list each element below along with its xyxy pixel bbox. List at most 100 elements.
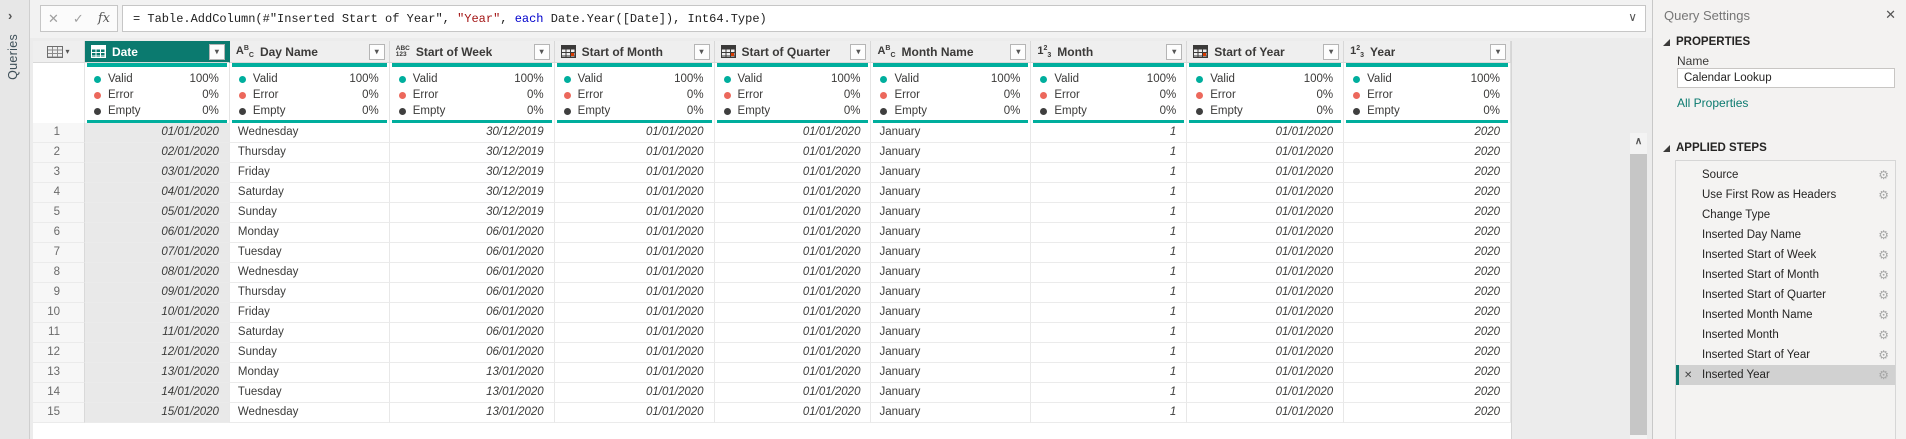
applied-step-inserted-start-of-quarter[interactable]: Inserted Start of Quarter ⚙ bbox=[1676, 285, 1895, 305]
cell-start-of-year[interactable]: 01/01/2020 bbox=[1187, 383, 1345, 403]
cell-month[interactable]: 1 bbox=[1031, 403, 1188, 423]
cell-date[interactable]: 10/01/2020 bbox=[85, 303, 230, 323]
cell-start-of-year[interactable]: 01/01/2020 bbox=[1187, 363, 1345, 383]
row-number[interactable]: 1 bbox=[33, 123, 85, 143]
cell-month[interactable]: 1 bbox=[1031, 163, 1188, 183]
cell-year[interactable]: 2020 bbox=[1344, 123, 1511, 143]
cell-start-of-quarter[interactable]: 01/01/2020 bbox=[714, 243, 872, 263]
gear-icon[interactable]: ⚙ bbox=[1878, 248, 1889, 262]
cell-month-name[interactable]: January bbox=[871, 163, 1032, 183]
cell-day-name[interactable]: Sunday bbox=[229, 343, 390, 363]
cell-start-of-quarter[interactable]: 01/01/2020 bbox=[714, 403, 872, 423]
cell-start-of-month[interactable]: 01/01/2020 bbox=[554, 303, 715, 323]
gear-icon[interactable]: ⚙ bbox=[1878, 268, 1889, 282]
column-header-start-of-month[interactable]: Start of Month ▾ bbox=[554, 41, 715, 63]
filter-dropdown-button[interactable]: ▾ bbox=[1490, 43, 1506, 60]
cell-start-of-quarter[interactable]: 01/01/2020 bbox=[714, 283, 872, 303]
row-number[interactable]: 13 bbox=[33, 363, 85, 383]
cell-start-of-quarter[interactable]: 01/01/2020 bbox=[714, 203, 872, 223]
cell-start-of-quarter[interactable]: 01/01/2020 bbox=[714, 143, 872, 163]
cell-start-of-week[interactable]: 06/01/2020 bbox=[389, 323, 555, 343]
cell-start-of-week[interactable]: 06/01/2020 bbox=[389, 343, 555, 363]
cell-day-name[interactable]: Wednesday bbox=[229, 123, 390, 143]
column-header-day-name[interactable]: ABC Day Name ▾ bbox=[229, 41, 390, 63]
cell-start-of-quarter[interactable]: 01/01/2020 bbox=[714, 223, 872, 243]
cell-start-of-month[interactable]: 01/01/2020 bbox=[554, 363, 715, 383]
table-options-button[interactable]: ▾ bbox=[33, 41, 85, 63]
cell-month-name[interactable]: January bbox=[871, 123, 1032, 143]
row-number[interactable]: 14 bbox=[33, 383, 85, 403]
cell-month-name[interactable]: January bbox=[871, 303, 1032, 323]
cell-start-of-year[interactable]: 01/01/2020 bbox=[1187, 343, 1345, 363]
cell-year[interactable]: 2020 bbox=[1344, 243, 1511, 263]
commit-formula-icon[interactable]: ✓ bbox=[72, 10, 84, 26]
cell-start-of-quarter[interactable]: 01/01/2020 bbox=[714, 323, 872, 343]
cell-day-name[interactable]: Monday bbox=[229, 223, 390, 243]
cell-date[interactable]: 02/01/2020 bbox=[85, 143, 230, 163]
column-header-start-of-week[interactable]: ABC 123 Start of Week ▾ bbox=[389, 41, 555, 63]
gear-icon[interactable]: ⚙ bbox=[1878, 308, 1889, 322]
row-number[interactable]: 9 bbox=[33, 283, 85, 303]
cell-day-name[interactable]: Tuesday bbox=[229, 383, 390, 403]
cell-date[interactable]: 14/01/2020 bbox=[85, 383, 230, 403]
cell-year[interactable]: 2020 bbox=[1344, 143, 1511, 163]
filter-dropdown-button[interactable]: ▾ bbox=[368, 43, 385, 60]
cell-date[interactable]: 15/01/2020 bbox=[85, 403, 230, 423]
cell-start-of-year[interactable]: 01/01/2020 bbox=[1187, 303, 1345, 323]
filter-dropdown-button[interactable]: ▾ bbox=[1323, 43, 1340, 60]
cell-start-of-quarter[interactable]: 01/01/2020 bbox=[714, 363, 872, 383]
expand-queries-pane-icon[interactable]: › bbox=[8, 8, 13, 23]
cell-month[interactable]: 1 bbox=[1031, 283, 1188, 303]
cancel-formula-icon[interactable]: ✕ bbox=[48, 10, 59, 26]
cell-year[interactable]: 2020 bbox=[1344, 183, 1511, 203]
cell-day-name[interactable]: Wednesday bbox=[229, 263, 390, 283]
cell-start-of-year[interactable]: 01/01/2020 bbox=[1187, 143, 1345, 163]
cell-year[interactable]: 2020 bbox=[1344, 223, 1511, 243]
scrollbar-thumb[interactable] bbox=[1630, 154, 1647, 435]
cell-date[interactable]: 07/01/2020 bbox=[85, 243, 230, 263]
formula-input[interactable]: = Table.AddColumn(#"Inserted Start of Ye… bbox=[122, 5, 1646, 32]
cell-year[interactable]: 2020 bbox=[1344, 343, 1511, 363]
gear-icon[interactable]: ⚙ bbox=[1878, 348, 1889, 362]
cell-start-of-year[interactable]: 01/01/2020 bbox=[1187, 323, 1345, 343]
cell-start-of-week[interactable]: 06/01/2020 bbox=[389, 283, 555, 303]
cell-start-of-week[interactable]: 06/01/2020 bbox=[389, 223, 555, 243]
gear-icon[interactable]: ⚙ bbox=[1878, 228, 1889, 242]
cell-year[interactable]: 2020 bbox=[1344, 283, 1511, 303]
cell-start-of-year[interactable]: 01/01/2020 bbox=[1187, 183, 1345, 203]
applied-step-inserted-day-name[interactable]: Inserted Day Name ⚙ bbox=[1676, 225, 1895, 245]
cell-start-of-year[interactable]: 01/01/2020 bbox=[1187, 243, 1345, 263]
gear-icon[interactable]: ⚙ bbox=[1878, 368, 1889, 382]
cell-start-of-month[interactable]: 01/01/2020 bbox=[554, 383, 715, 403]
cell-start-of-quarter[interactable]: 01/01/2020 bbox=[714, 303, 872, 323]
cell-start-of-month[interactable]: 01/01/2020 bbox=[554, 163, 715, 183]
cell-start-of-month[interactable]: 01/01/2020 bbox=[554, 323, 715, 343]
cell-month[interactable]: 1 bbox=[1031, 343, 1188, 363]
cell-month[interactable]: 1 bbox=[1031, 303, 1188, 323]
cell-year[interactable]: 2020 bbox=[1344, 303, 1511, 323]
cell-month[interactable]: 1 bbox=[1031, 223, 1188, 243]
close-panel-icon[interactable]: ✕ bbox=[1885, 7, 1896, 22]
cell-start-of-year[interactable]: 01/01/2020 bbox=[1187, 123, 1345, 143]
cell-month[interactable]: 1 bbox=[1031, 123, 1188, 143]
cell-start-of-week[interactable]: 30/12/2019 bbox=[389, 123, 555, 143]
row-number[interactable]: 7 bbox=[33, 243, 85, 263]
cell-start-of-quarter[interactable]: 01/01/2020 bbox=[714, 163, 872, 183]
applied-step-inserted-start-of-week[interactable]: Inserted Start of Week ⚙ bbox=[1676, 245, 1895, 265]
cell-month[interactable]: 1 bbox=[1031, 243, 1188, 263]
cell-month-name[interactable]: January bbox=[871, 143, 1032, 163]
cell-start-of-month[interactable]: 01/01/2020 bbox=[554, 403, 715, 423]
column-header-date[interactable]: Date ▾ bbox=[84, 41, 230, 63]
column-header-year[interactable]: 123 Year ▾ bbox=[1344, 41, 1511, 63]
expand-formula-bar-icon[interactable]: ∨ bbox=[1628, 10, 1637, 24]
row-number[interactable]: 12 bbox=[33, 343, 85, 363]
cell-month[interactable]: 1 bbox=[1031, 363, 1188, 383]
applied-step-source[interactable]: Source ⚙ bbox=[1676, 165, 1895, 185]
all-properties-link[interactable]: All Properties bbox=[1677, 96, 1749, 110]
cell-month-name[interactable]: January bbox=[871, 343, 1032, 363]
queries-rail-label[interactable]: Queries bbox=[6, 34, 20, 80]
cell-month-name[interactable]: January bbox=[871, 363, 1032, 383]
cell-year[interactable]: 2020 bbox=[1344, 323, 1511, 343]
gear-icon[interactable]: ⚙ bbox=[1878, 168, 1889, 182]
cell-month[interactable]: 1 bbox=[1031, 263, 1188, 283]
